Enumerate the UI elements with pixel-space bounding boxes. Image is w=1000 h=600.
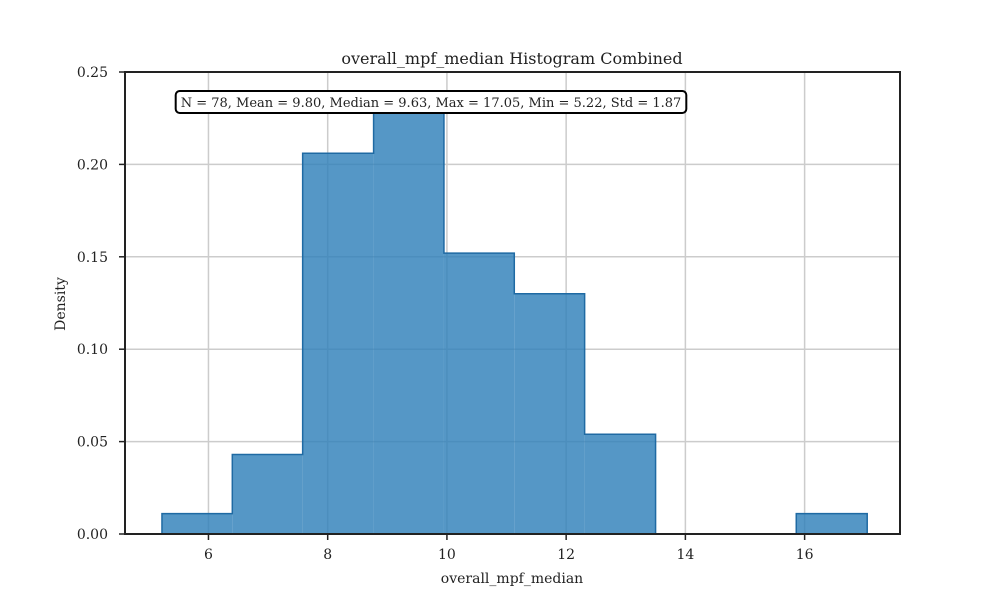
x-axis-label: overall_mpf_median [441, 571, 583, 587]
histogram-bar [443, 253, 515, 534]
y-axis-label: Density [53, 277, 69, 331]
y-tick-label: 0.00 [77, 527, 108, 543]
histogram-bar [232, 454, 303, 534]
y-tick-label: 0.25 [77, 65, 108, 81]
x-tick-label: 6 [204, 547, 213, 563]
histogram-bar [796, 513, 868, 534]
histogram-bars [161, 110, 868, 535]
stats-annotation: N = 78, Mean = 9.80, Median = 9.63, Max … [174, 90, 688, 114]
y-tick-label: 0.20 [77, 157, 108, 173]
x-tick-label: 12 [557, 547, 575, 563]
y-axis-ticks: 0.00 0.05 0.10 0.15 0.20 0.25 [77, 65, 125, 543]
histogram-bar [584, 434, 656, 534]
x-tick-label: 14 [676, 547, 694, 563]
histogram-bar [302, 153, 374, 534]
x-tick-label: 8 [323, 547, 332, 563]
x-tick-label: 10 [438, 547, 456, 563]
chart-title: overall_mpf_median Histogram Combined [341, 49, 682, 68]
plot-frame [124, 71, 901, 535]
y-tick-label: 0.10 [77, 342, 108, 358]
histogram-bar [161, 513, 233, 534]
stats-box [174, 90, 688, 114]
stats-text: N = 78, Mean = 9.80, Median = 9.63, Max … [181, 96, 682, 111]
histogram-bar [514, 293, 585, 534]
y-tick-label: 0.05 [77, 435, 108, 451]
histogram-bar [373, 110, 444, 535]
x-tick-label: 16 [796, 547, 814, 563]
x-axis-ticks: 6 8 10 12 14 16 [204, 534, 814, 563]
y-tick-label: 0.15 [77, 250, 108, 266]
